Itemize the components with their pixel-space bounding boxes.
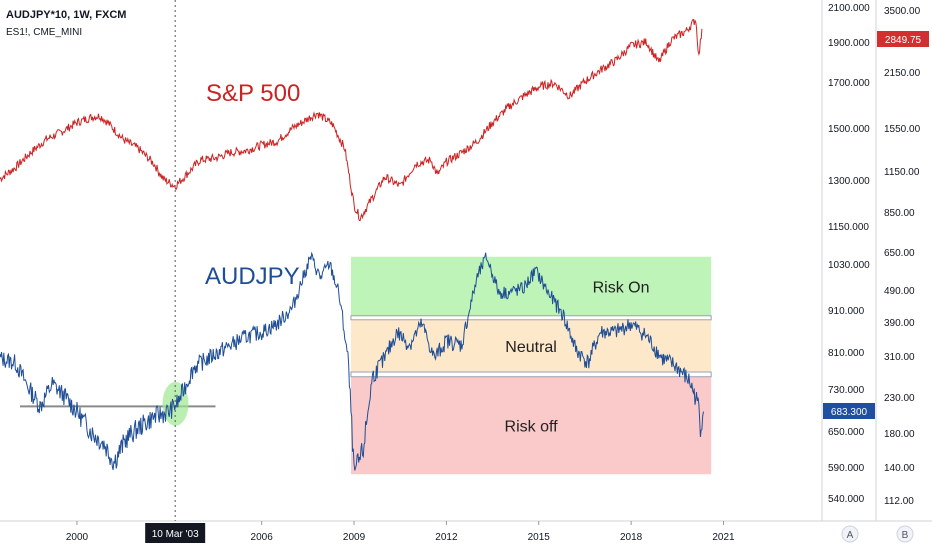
time-tick-label: 2021	[712, 532, 735, 543]
axis-tick-label: 230.00	[884, 393, 915, 404]
axis-tick-label: 910.000	[828, 306, 865, 317]
es-last-price: 2849.75	[885, 35, 922, 46]
sp500-annotation: S&P 500	[206, 80, 300, 107]
es-price-axis[interactable]: 3500.00 2150.00 1550.00 1150.00 850.00 650.00…	[877, 6, 929, 507]
zone-gap-band	[350, 371, 712, 378]
log-scale-label: B	[902, 530, 909, 541]
axis-tick-label: 850.00	[884, 208, 915, 219]
compare-symbol[interactable]: ES1!, CME_MINI	[6, 27, 82, 38]
time-tick-label: 2015	[528, 532, 551, 543]
series-audjpy	[0, 251, 704, 471]
axis-tick-label: 590.000	[828, 463, 865, 474]
time-tick-label: 2018	[620, 532, 643, 543]
zone-label: Risk On	[593, 279, 650, 296]
audjpy-last-price: 683.300	[831, 407, 868, 418]
series-s-p-500	[0, 18, 703, 222]
axis-tick-label: 1500.000	[828, 124, 870, 135]
axis-tick-label: 650.000	[828, 427, 865, 438]
time-tick-label: 2000	[66, 532, 89, 543]
log-scale-button[interactable]: B	[896, 525, 914, 543]
axis-tick-label: 1550.00	[884, 124, 921, 135]
crosshair-date: 10 Mar '03	[152, 529, 199, 540]
axis-tick-label: 730.000	[828, 385, 865, 396]
axis-tick-label: 1700.000	[828, 78, 870, 89]
zone-gap-band	[350, 315, 712, 321]
es-last-price-tag	[877, 31, 929, 47]
axis-tick-label: 1150.000	[828, 222, 869, 233]
auto-scale-button[interactable]: A	[841, 525, 859, 543]
axis-tick-label: 390.00	[884, 318, 915, 329]
axis-tick-label: 1900.000	[828, 38, 870, 49]
axis-tick-label: 2100.000	[828, 3, 870, 14]
audjpy-price-axis[interactable]: 2100.000 1900.000 1700.000 1500.000 1300.000…	[823, 3, 875, 505]
zone-label: Neutral	[505, 339, 557, 356]
axis-tick-label: 1300.000	[828, 176, 870, 187]
zone-risk-off	[350, 376, 712, 475]
axis-tick-label: 3500.00	[884, 6, 921, 17]
axis-tick-label: 1030.000	[828, 260, 870, 271]
crosshair-date-tag	[145, 523, 206, 543]
zones-layer: Risk On Neutral Risk off	[350, 256, 712, 475]
time-axis[interactable]: 2000 2006 2009 2012 2015 2018 2021 10 Mar '03	[66, 521, 735, 543]
series-layer	[0, 18, 704, 471]
zone-label: Risk off	[505, 418, 559, 435]
axis-tick-label: 180.00	[884, 429, 915, 440]
audjpy-last-price-tag	[823, 403, 875, 419]
time-tick-label: 2006	[251, 532, 274, 543]
axis-tick-label: 650.00	[884, 248, 915, 259]
axis-tick-label: 310.00	[884, 352, 915, 363]
zone-risk-on	[350, 256, 712, 316]
symbol-title[interactable]: AUDJPY*10, 1W, FXCM	[6, 9, 126, 21]
audjpy-annotation: AUDJPY	[205, 263, 300, 290]
axis-tick-label: 2150.00	[884, 68, 921, 79]
axis-tick-label: 490.00	[884, 286, 915, 297]
marks-layer	[20, 0, 216, 521]
auto-scale-label: A	[847, 530, 854, 541]
time-tick-label: 2012	[435, 532, 458, 543]
axis-tick-label: 1150.00	[884, 167, 920, 178]
time-tick-label: 2009	[343, 532, 366, 543]
axis-tick-label: 540.000	[828, 494, 865, 505]
axis-tick-label: 112.00	[884, 496, 914, 507]
axis-tick-label: 810.000	[828, 348, 865, 359]
axis-tick-label: 140.00	[884, 463, 915, 474]
